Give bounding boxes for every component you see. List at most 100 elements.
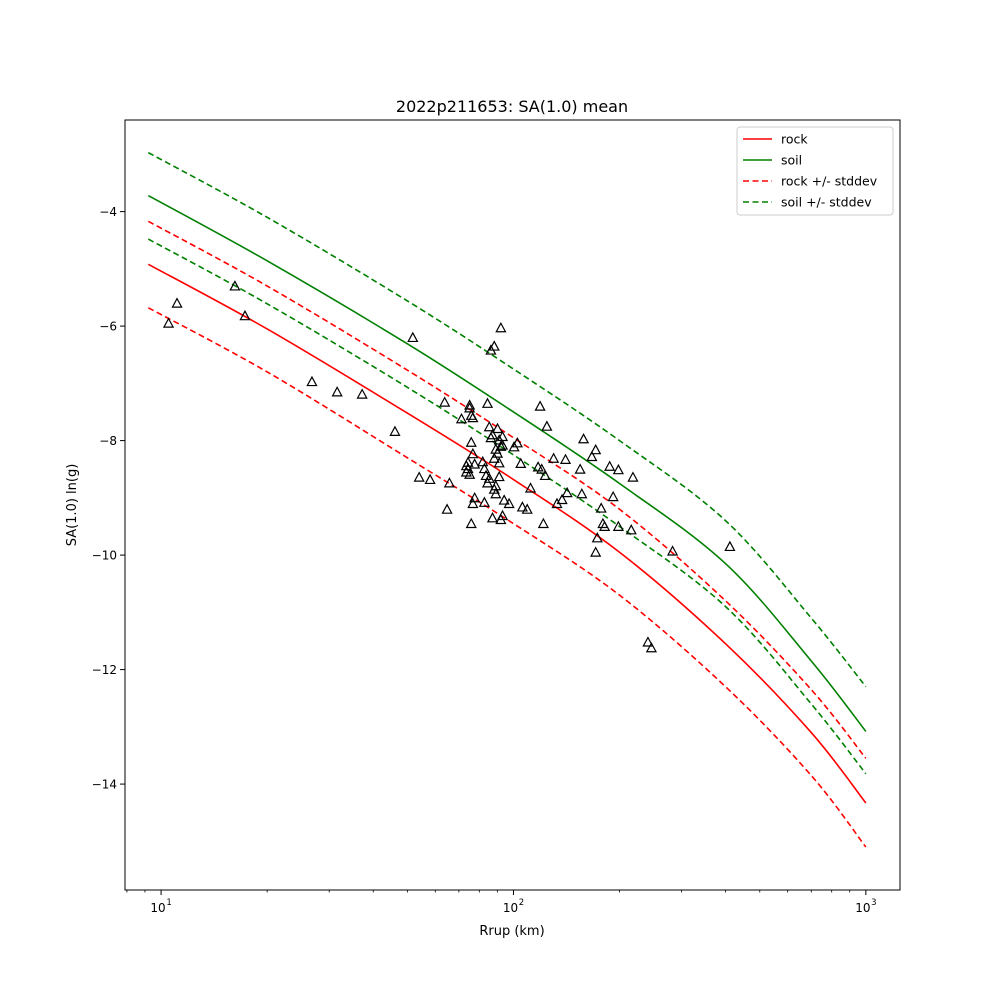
data-point-triangle xyxy=(493,457,505,468)
data-point-triangle xyxy=(534,400,546,411)
data-point-triangle xyxy=(493,470,505,482)
y-tick-label: −12 xyxy=(92,663,117,677)
data-point-triangle xyxy=(495,321,507,333)
data-point-triangle xyxy=(491,447,504,458)
data-point-triangle xyxy=(441,503,453,514)
data-point-triangle xyxy=(486,512,499,523)
data-point-triangle xyxy=(462,456,474,467)
x-axis: 10 1 10 2 10 3 xyxy=(126,890,877,915)
data-point-triangle xyxy=(574,463,586,474)
data-point-triangle xyxy=(595,502,607,513)
data-point-triangle xyxy=(645,641,658,653)
x-axis-label: Rrup (km) xyxy=(479,924,544,939)
data-point-triangle xyxy=(467,497,479,509)
y-tick-label: −14 xyxy=(92,778,117,792)
data-point-triangle xyxy=(498,494,510,505)
data-point-triangle xyxy=(496,509,509,521)
axes-frame xyxy=(124,119,901,891)
series-4-soil-stddev-line xyxy=(147,151,867,688)
data-point-triangle xyxy=(439,396,451,407)
x-tick-exponent: 3 xyxy=(871,898,876,908)
data-point-triangle xyxy=(495,440,507,451)
data-point-triangle xyxy=(488,340,500,351)
data-point-triangle xyxy=(467,411,479,423)
data-point-triangle xyxy=(490,487,502,499)
x-tick-exponent: 1 xyxy=(166,898,171,908)
data-point-triangle xyxy=(515,457,527,469)
y-tick-label: −4 xyxy=(99,205,117,219)
x-tick-label: 10 xyxy=(855,901,870,915)
data-point-triangle xyxy=(171,297,183,308)
y-tick-label: −10 xyxy=(92,549,117,563)
data-point-triangle xyxy=(561,486,573,498)
data-point-triangle xyxy=(464,468,476,479)
data-point-triangle xyxy=(516,501,528,512)
data-point-triangle xyxy=(577,433,590,444)
data-point-triangle xyxy=(467,447,479,459)
data-point-triangle xyxy=(612,520,624,531)
data-point-triangle xyxy=(590,546,602,557)
data-point-triangle xyxy=(537,517,549,529)
data-point-triangle xyxy=(306,375,318,387)
data-point-triangle xyxy=(604,460,616,471)
data-point-triangle xyxy=(598,520,611,531)
legend-label: soil xyxy=(781,153,802,168)
data-point-triangle xyxy=(511,437,523,448)
data-point-triangle xyxy=(559,453,572,464)
x-tick-label: 10 xyxy=(150,901,165,915)
data-point-triangle xyxy=(162,317,175,328)
data-point-triangle xyxy=(666,545,679,556)
data-point-triangle xyxy=(478,462,490,474)
data-point-triangle xyxy=(576,487,588,499)
data-point-triangle xyxy=(556,493,568,505)
data-point-triangle xyxy=(469,458,481,469)
data-point-triangle xyxy=(464,399,476,410)
data-point-triangle xyxy=(539,469,551,481)
data-point-triangle xyxy=(488,452,500,463)
data-point-triangle xyxy=(389,425,401,436)
data-point-triangle xyxy=(524,482,537,493)
legend-label: rock +/- stddev xyxy=(781,174,878,189)
data-point-triangle xyxy=(469,491,481,503)
data-point-triangle xyxy=(356,388,368,399)
data-point-triangle xyxy=(490,479,502,491)
plot-area xyxy=(147,151,867,848)
data-point-triangle xyxy=(331,386,343,397)
y-tick-label: −6 xyxy=(99,320,117,334)
data-point-triangle xyxy=(627,471,639,482)
data-point-triangle xyxy=(541,420,553,431)
x-tick-label: 10 xyxy=(503,901,518,915)
data-point-triangle xyxy=(465,436,477,447)
scatter-points xyxy=(162,280,736,653)
data-point-triangle xyxy=(591,532,603,543)
data-point-triangle xyxy=(483,472,495,483)
data-point-triangle xyxy=(612,463,624,475)
data-point-triangle xyxy=(481,397,494,408)
series-1-soil-line xyxy=(147,194,867,732)
data-point-triangle xyxy=(536,463,548,474)
data-point-triangle xyxy=(486,429,499,440)
series-5-stddev-band-line xyxy=(147,238,867,775)
data-point-triangle xyxy=(478,496,490,507)
legend-box xyxy=(736,126,894,216)
data-point-triangle xyxy=(239,309,251,321)
data-point-triangle xyxy=(424,473,436,485)
y-axis-label: SA(1.0) ln(g) xyxy=(65,464,80,547)
data-point-triangle xyxy=(455,412,468,424)
data-point-triangle xyxy=(548,452,560,463)
data-point-triangle xyxy=(229,280,241,291)
data-point-triangle xyxy=(483,420,495,432)
data-point-triangle xyxy=(465,517,477,529)
legend-label: soil +/- stddev xyxy=(781,195,872,210)
legend: rock soil rock +/- stddev soil +/- stddev xyxy=(736,126,894,216)
chart-title: 2022p211653: SA(1.0) mean xyxy=(396,97,628,116)
data-point-triangle xyxy=(464,402,476,413)
data-point-triangle xyxy=(625,524,637,535)
data-point-triangle xyxy=(642,636,654,647)
y-axis: −4 −6 −8 −10 −12 −14 xyxy=(92,205,125,792)
data-point-triangle xyxy=(590,443,602,455)
data-point-triangle xyxy=(477,455,489,467)
data-point-triangle xyxy=(586,450,598,462)
data-point-triangle xyxy=(724,540,736,552)
